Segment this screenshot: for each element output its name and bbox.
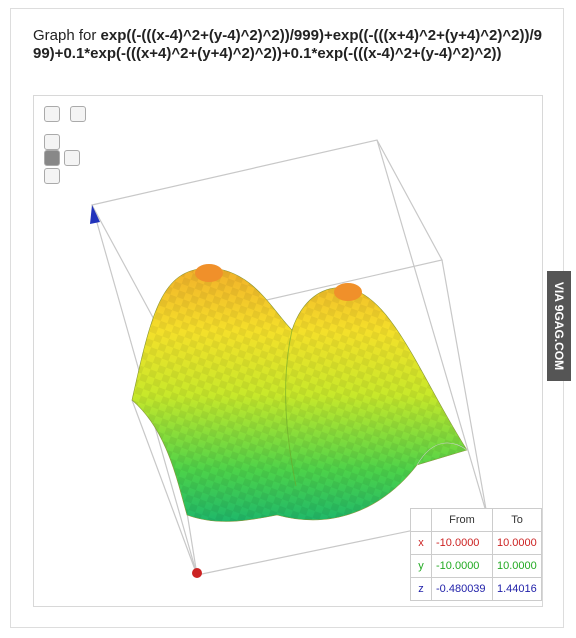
range-table: From To x -10.0000 10.0000 y -10.0000 10.0000… <box>410 508 542 601</box>
play-button[interactable] <box>70 106 86 122</box>
range-value: 10.0000 <box>492 554 542 578</box>
title: Graph for exp((-(((x-4)^2+(y-4)^2)^2))/9… <box>33 27 543 63</box>
corner-cell <box>410 508 432 532</box>
range-value: -0.480039 <box>431 577 493 601</box>
header-row: From To <box>410 508 542 532</box>
axis-name: y <box>410 554 432 578</box>
axis-name: z <box>410 577 432 601</box>
axes-button[interactable] <box>64 150 80 166</box>
card: Graph for exp((-(((x-4)^2+(y-4)^2)^2))/9… <box>10 8 571 628</box>
range-row: x -10.0000 10.0000 <box>410 531 542 555</box>
range-row: z -0.480039 1.44016 <box>410 577 542 601</box>
range-value: 10.0000 <box>492 531 542 555</box>
graph-area: From To x -10.0000 10.0000 y -10.0000 10.0000… <box>33 95 543 607</box>
surface-plot <box>90 139 488 578</box>
reset-button[interactable] <box>44 106 60 122</box>
column-header: From <box>431 508 493 532</box>
watermark-text: VIA 9GAG.COM <box>552 281 566 371</box>
range-value: 1.44016 <box>492 577 542 601</box>
range-value: -10.0000 <box>431 554 493 578</box>
title-prefix: Graph for <box>33 27 97 44</box>
zoom-out-button[interactable] <box>44 168 60 184</box>
zoom-in-button[interactable] <box>44 134 60 150</box>
column-header: To <box>492 508 542 532</box>
camera-button[interactable] <box>44 150 60 166</box>
formula: exp((-(((x-4)^2+(y-4)^2)^2))/999)+exp((-… <box>33 27 542 62</box>
axis-name: x <box>410 531 432 555</box>
range-value: -10.0000 <box>431 531 493 555</box>
watermark: VIA 9GAG.COM <box>547 271 571 381</box>
range-row: y -10.0000 10.0000 <box>410 554 542 578</box>
